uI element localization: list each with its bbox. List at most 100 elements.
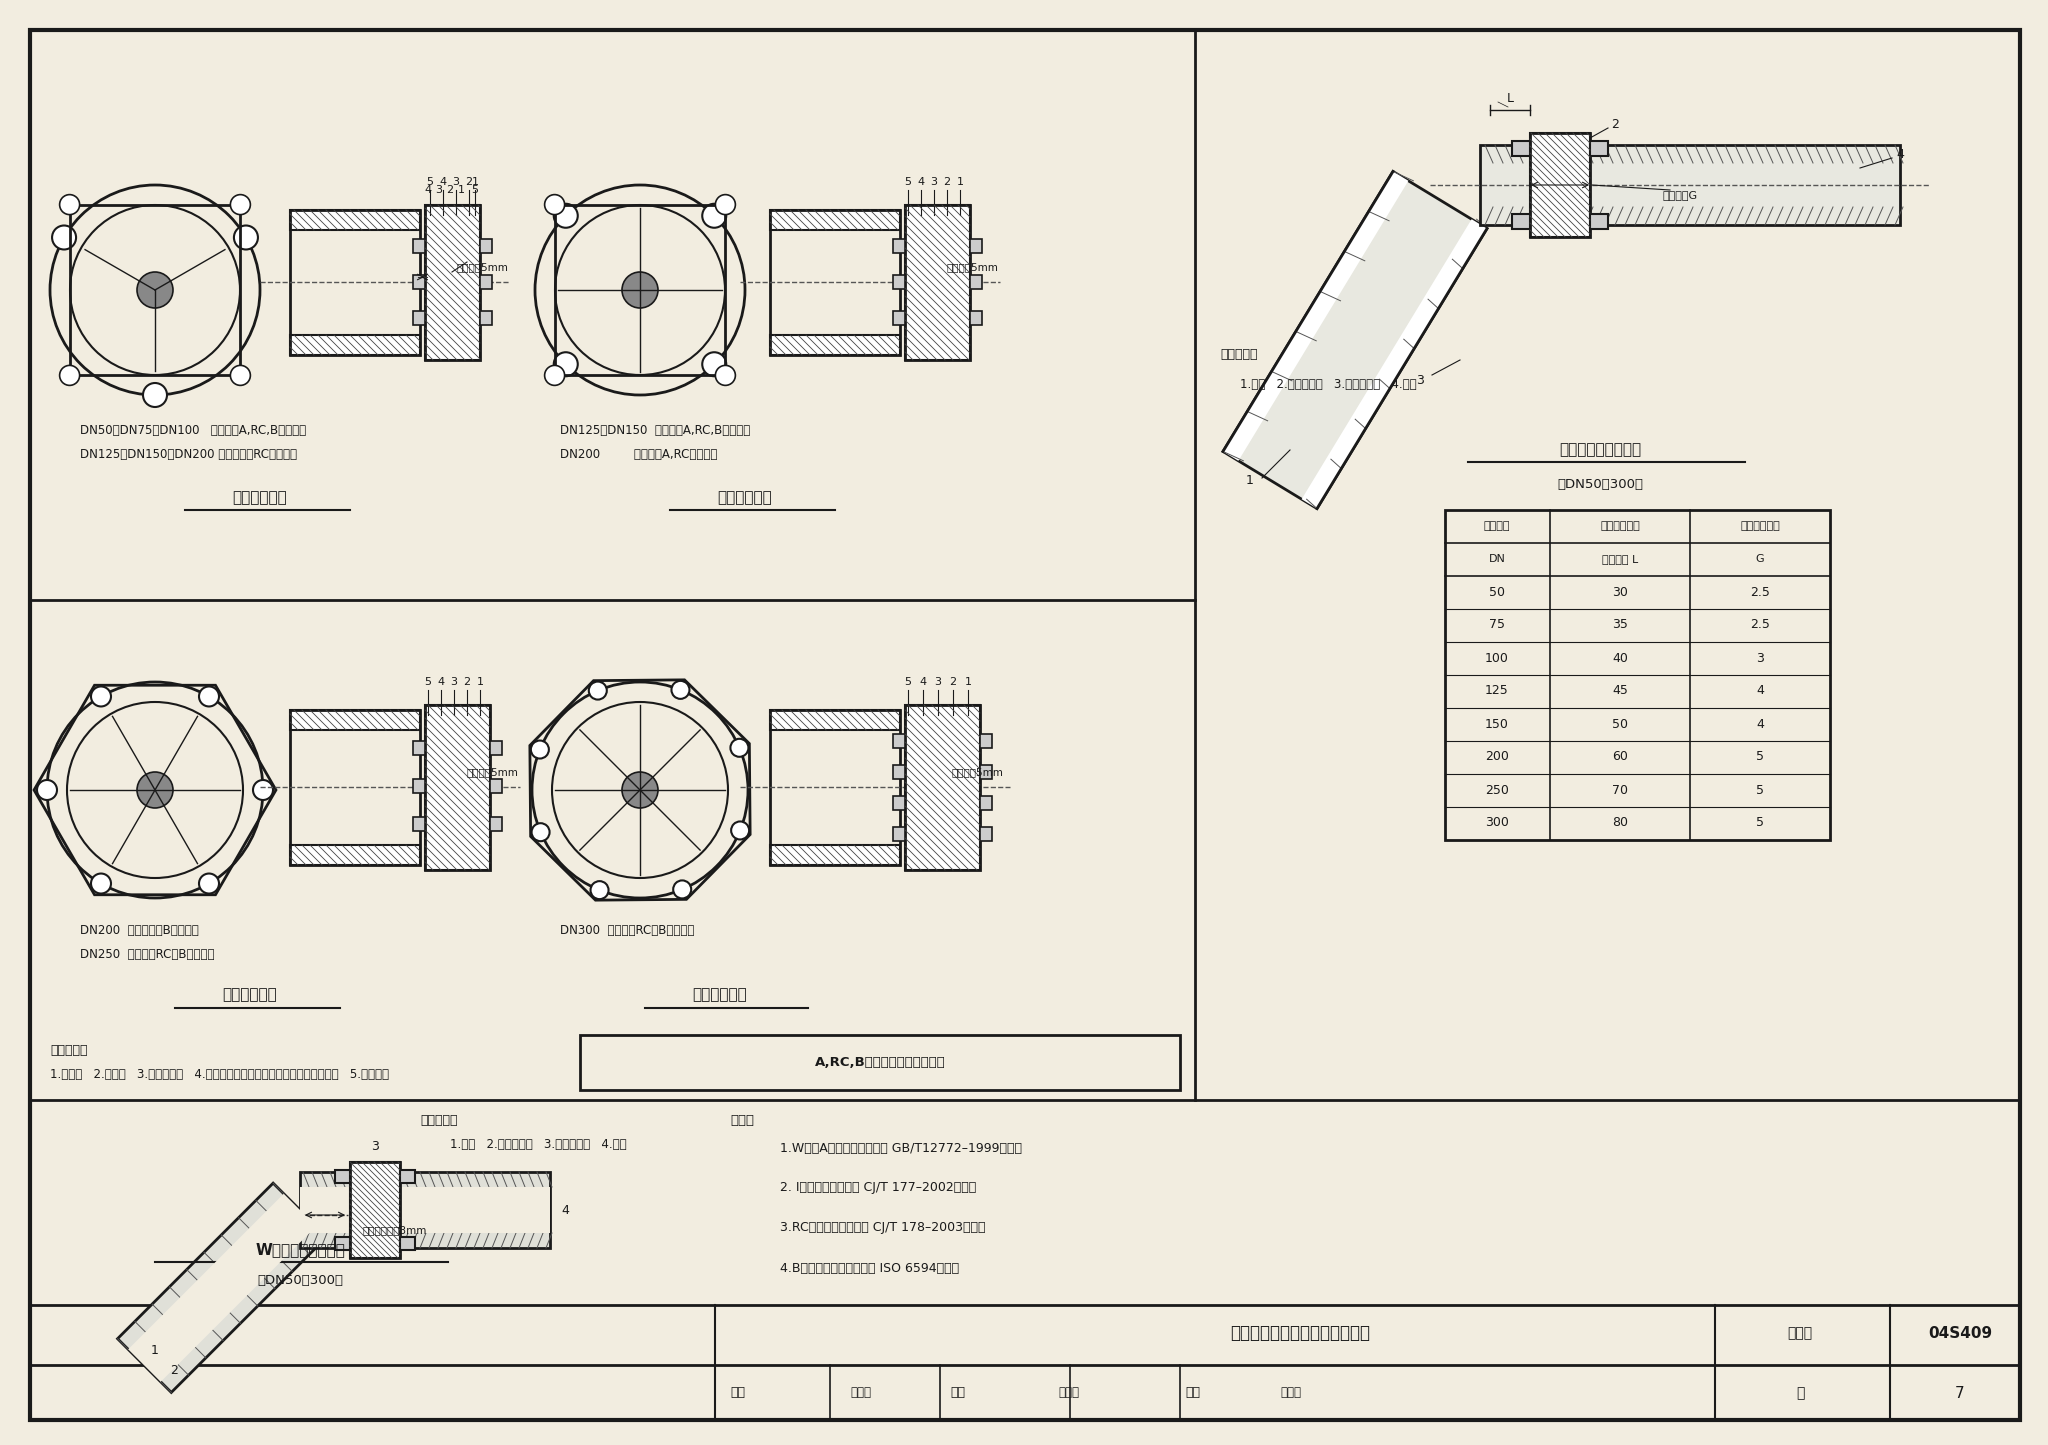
Text: 四耳接口型式: 四耳接口型式	[717, 490, 772, 506]
Text: 5: 5	[1755, 783, 1763, 796]
Bar	[479, 311, 492, 325]
Text: DN125、DN150  （适用于A,RC,B型接口）: DN125、DN150 （适用于A,RC,B型接口）	[559, 423, 750, 436]
Text: 董台首: 董台首	[850, 1387, 870, 1400]
Circle shape	[623, 272, 657, 308]
Bar	[426, 705, 489, 870]
Bar	[770, 709, 899, 866]
Text: 六耳接口型式: 六耳接口型式	[223, 987, 276, 1003]
Text: 页: 页	[1796, 1386, 1804, 1400]
Bar	[426, 705, 489, 870]
Bar	[479, 238, 492, 253]
Text: 4: 4	[920, 678, 926, 686]
Text: 4: 4	[440, 176, 446, 186]
Text: 80: 80	[1612, 816, 1628, 829]
Bar	[1511, 142, 1530, 156]
Text: 3: 3	[1755, 652, 1763, 665]
Circle shape	[731, 738, 748, 757]
Circle shape	[229, 195, 250, 215]
Text: 250: 250	[1485, 783, 1509, 796]
Text: 5: 5	[426, 176, 434, 186]
Text: 1.W型、A型接口为国家标准 GB/T12772–1999产品。: 1.W型、A型接口为国家标准 GB/T12772–1999产品。	[780, 1142, 1022, 1155]
Bar	[580, 1035, 1180, 1090]
Bar	[893, 734, 905, 749]
Text: 安装间隙5mm: 安装间隙5mm	[467, 767, 518, 777]
Text: 45: 45	[1612, 685, 1628, 698]
Text: 5: 5	[1755, 816, 1763, 829]
Circle shape	[229, 366, 250, 386]
Text: 最小长度 L: 最小长度 L	[1602, 553, 1638, 564]
Bar	[981, 734, 991, 749]
Text: 2: 2	[950, 678, 956, 686]
Text: 35: 35	[1612, 618, 1628, 631]
Text: DN200  （仅适用于B型接口）: DN200 （仅适用于B型接口）	[80, 923, 199, 936]
Circle shape	[715, 366, 735, 386]
Text: 管口安装间隙3mm: 管口安装间隙3mm	[362, 1225, 428, 1235]
Circle shape	[532, 824, 549, 841]
Bar	[399, 1170, 416, 1183]
Circle shape	[715, 195, 735, 215]
Bar	[489, 779, 502, 793]
Bar	[981, 764, 991, 779]
Text: 5: 5	[471, 185, 479, 195]
Text: 3: 3	[371, 1140, 379, 1153]
Text: G: G	[1755, 553, 1763, 564]
Text: 安装间隙G: 安装间隙G	[1663, 189, 1698, 199]
Text: 工型卡箍式接口型式: 工型卡箍式接口型式	[1559, 442, 1640, 458]
Text: 2: 2	[170, 1364, 178, 1377]
Text: 2.5: 2.5	[1751, 618, 1769, 631]
Text: 2: 2	[463, 678, 471, 686]
Circle shape	[137, 272, 172, 308]
Circle shape	[199, 686, 219, 707]
Text: 2: 2	[1612, 118, 1618, 131]
Text: 50: 50	[1612, 718, 1628, 731]
Text: 100: 100	[1485, 652, 1509, 665]
Text: 3: 3	[1415, 373, 1423, 386]
Text: 3: 3	[453, 176, 459, 186]
Circle shape	[672, 681, 690, 699]
Bar	[971, 238, 981, 253]
Text: 3.RC型接口为行业标准 CJ/T 178–2003产品。: 3.RC型接口为行业标准 CJ/T 178–2003产品。	[780, 1221, 985, 1234]
Text: 安装间隙5mm: 安装间隙5mm	[457, 262, 508, 272]
Bar	[981, 796, 991, 811]
Text: 60: 60	[1612, 750, 1628, 763]
Text: 1: 1	[956, 176, 963, 186]
Circle shape	[199, 874, 219, 893]
Text: 50: 50	[1489, 585, 1505, 598]
Text: 5: 5	[905, 176, 911, 186]
Bar	[291, 709, 420, 866]
Bar	[1589, 142, 1608, 156]
Bar	[399, 1237, 416, 1250]
Text: 图集号: 图集号	[1788, 1327, 1812, 1340]
Polygon shape	[1223, 172, 1487, 509]
Bar	[291, 845, 420, 866]
Bar	[1589, 214, 1608, 228]
Bar	[971, 275, 981, 289]
Text: 安装间隙5mm: 安装间隙5mm	[950, 767, 1004, 777]
Circle shape	[90, 686, 111, 707]
Text: 1: 1	[965, 678, 971, 686]
Circle shape	[59, 195, 80, 215]
Text: 3: 3	[934, 678, 942, 686]
Circle shape	[59, 366, 80, 386]
Text: 3: 3	[930, 176, 938, 186]
Text: DN50、DN75、DN100   （适用于A,RC,B型接口）: DN50、DN75、DN100 （适用于A,RC,B型接口）	[80, 423, 305, 436]
Text: 75: 75	[1489, 618, 1505, 631]
Text: 管口安装间隙: 管口安装间隙	[1741, 522, 1780, 530]
Circle shape	[143, 383, 168, 407]
Polygon shape	[1223, 172, 1409, 461]
Text: 5: 5	[424, 678, 432, 686]
Text: 4.B型接口为参考国际标准 ISO 6594产品。: 4.B型接口为参考国际标准 ISO 6594产品。	[780, 1261, 958, 1274]
Text: W型卡箍式接口型式: W型卡箍式接口型式	[256, 1243, 344, 1257]
Text: 2: 2	[465, 176, 473, 186]
Text: 1: 1	[150, 1344, 158, 1357]
Text: 70: 70	[1612, 783, 1628, 796]
Text: 八耳接口型式: 八耳接口型式	[692, 987, 748, 1003]
Text: 1: 1	[457, 185, 465, 195]
Text: 各部名称：: 各部名称：	[1221, 348, 1257, 361]
Polygon shape	[129, 1194, 315, 1381]
Bar	[905, 705, 981, 870]
Bar	[1446, 510, 1831, 840]
Polygon shape	[1303, 220, 1487, 509]
Text: DN125、DN150、DN200 （仅适用于RC型接口）: DN125、DN150、DN200 （仅适用于RC型接口）	[80, 448, 297, 461]
Circle shape	[545, 366, 565, 386]
